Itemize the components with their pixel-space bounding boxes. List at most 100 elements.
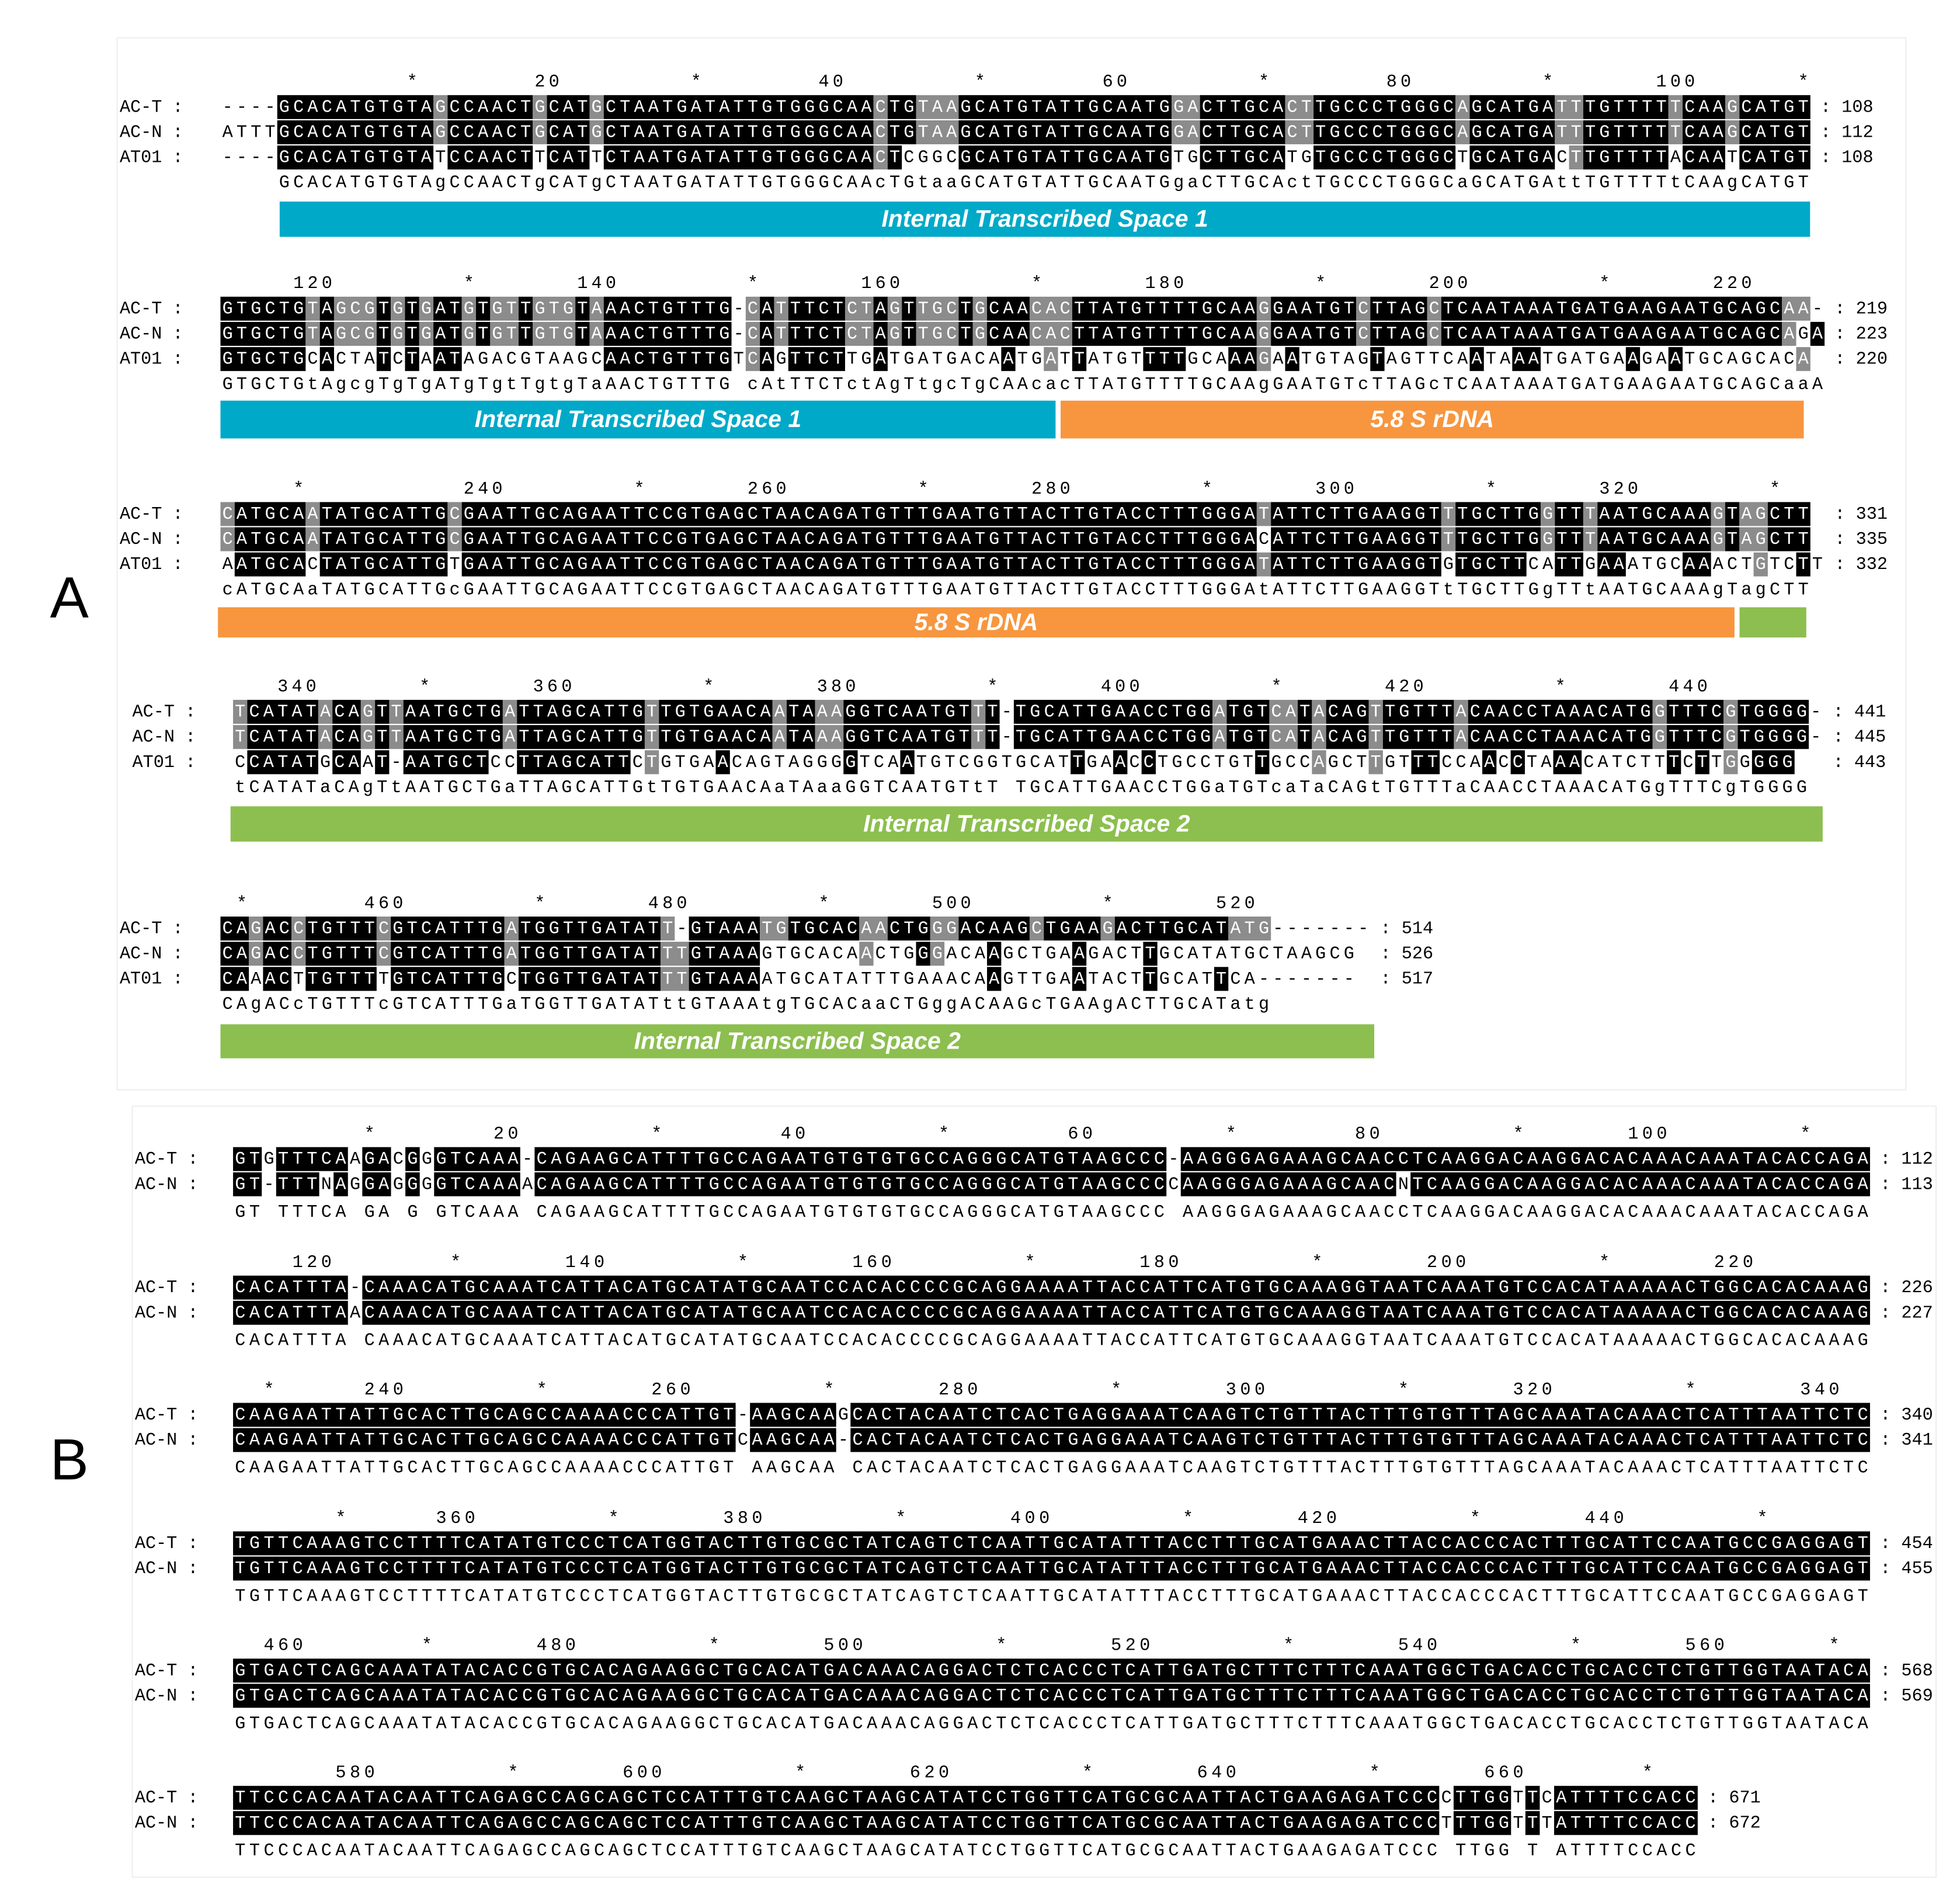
residue-shade [916, 322, 959, 346]
residue-shade [1368, 725, 1383, 749]
residue-shade [1271, 527, 1441, 551]
residue-shade [644, 750, 659, 775]
residue-shade [518, 322, 533, 346]
residue-shade [1212, 700, 1227, 724]
sequence-name: AC-N : [120, 945, 183, 964]
residue-shade [319, 527, 448, 551]
panel-frame [131, 1105, 1937, 1878]
residue-shade [332, 725, 361, 749]
residue-shade [987, 322, 1030, 346]
sequence-name: AT01 : [133, 753, 196, 773]
annotation-label: Internal Transcribed Space 2 [863, 810, 1190, 837]
ruler: * 2 4 0 * 2 6 0 * 2 8 0 * 3 0 0 * 3 2 0 * [293, 480, 1780, 499]
residue-shade [958, 296, 973, 321]
residue-shade [1652, 725, 1667, 749]
residue-shade [589, 120, 604, 144]
residue-shade [1172, 95, 1200, 119]
residue-shade [603, 145, 874, 170]
residue-shade [1382, 700, 1454, 724]
residue-shade [1143, 347, 1186, 372]
sequence-end: : 108 [1820, 98, 1874, 117]
residue-shade [902, 296, 916, 321]
panel-label: B [50, 1427, 89, 1492]
residue-shade [787, 700, 815, 724]
residue-shade [247, 750, 318, 775]
residue-shade [1271, 552, 1441, 577]
residue-shade [1753, 552, 1768, 577]
residue-shade [1356, 296, 1371, 321]
residue-shade [375, 725, 390, 749]
residue-shade [774, 322, 788, 346]
residue-shade [375, 700, 390, 724]
residue-shade [1356, 322, 1371, 346]
residue-shade [376, 347, 391, 372]
residue-shade [319, 552, 448, 577]
residue-shade [958, 95, 1172, 119]
residue-shade [517, 725, 645, 749]
residue-shade [319, 347, 334, 372]
sequence-end: : 517 [1381, 970, 1434, 990]
sequence-name: AC-T : [120, 505, 183, 525]
residue-shade [1683, 145, 1725, 170]
residue-shade [772, 725, 787, 749]
residue-shade [1285, 95, 1314, 119]
ruler: * 2 0 * 4 0 * 6 0 * 8 0 * 1 0 0 * [407, 72, 1809, 92]
residue-shade [1269, 700, 1298, 724]
residue-shade [589, 322, 604, 346]
residue-shade [1597, 552, 1626, 577]
residue-shade [1711, 527, 1725, 551]
residue-shade [715, 750, 730, 775]
ruler: * 3 6 0 * 3 8 0 * 4 0 0 * 4 2 0 * 4 4 0 * [335, 1509, 1767, 1529]
residue-shade [1256, 347, 1271, 372]
residue-shade [1455, 95, 1470, 119]
residue-shade [1652, 700, 1667, 724]
sequence-name: AT01 : [120, 148, 183, 168]
residue-shade [319, 322, 334, 346]
residue-shade [305, 296, 320, 321]
sequence-name: AC-T : [135, 1534, 199, 1554]
residue-shade [1441, 502, 1456, 526]
residue-shade [476, 322, 491, 346]
residue-shade [1326, 725, 1369, 749]
residue-shade [403, 700, 503, 724]
residue-shade [1668, 120, 1683, 144]
residue-shade [1739, 527, 1768, 551]
residue-shade [1454, 725, 1468, 749]
residue-shade [391, 296, 405, 321]
ruler: 3 4 0 * 3 6 0 * 3 8 0 * 4 0 0 * 4 2 0 * 4 4 0 [277, 677, 1708, 697]
residue-shade [1269, 725, 1298, 749]
residue-shade [433, 347, 462, 372]
residue-shade [1469, 145, 1555, 170]
residue-shade [772, 700, 787, 724]
residue-shade [1411, 750, 1440, 775]
residue-shade [547, 95, 590, 119]
residue-shade [305, 527, 320, 551]
residue-shade [277, 120, 434, 144]
residue-shade [1683, 120, 1725, 144]
residue-shade [788, 347, 845, 372]
residue-shade [1540, 502, 1555, 526]
panel-frame [116, 37, 1907, 1091]
residue-shade [403, 750, 489, 775]
residue-shade [1313, 95, 1456, 119]
residue-shade [603, 296, 732, 321]
residue-shade [1739, 145, 1810, 170]
sequence-end: : 227 [1880, 1303, 1933, 1323]
residue-shade [533, 322, 576, 346]
residue-shade [1725, 120, 1740, 144]
residue-shade [873, 145, 888, 170]
residue-shade [745, 347, 760, 372]
residue-shade [1555, 552, 1583, 577]
residue-shade [220, 322, 306, 346]
residue-shade [1228, 347, 1257, 372]
residue-shade [958, 322, 973, 346]
ruler: 5 8 0 * 6 0 0 * 6 2 0 * 6 4 0 * 6 6 0 * [335, 1763, 1653, 1783]
